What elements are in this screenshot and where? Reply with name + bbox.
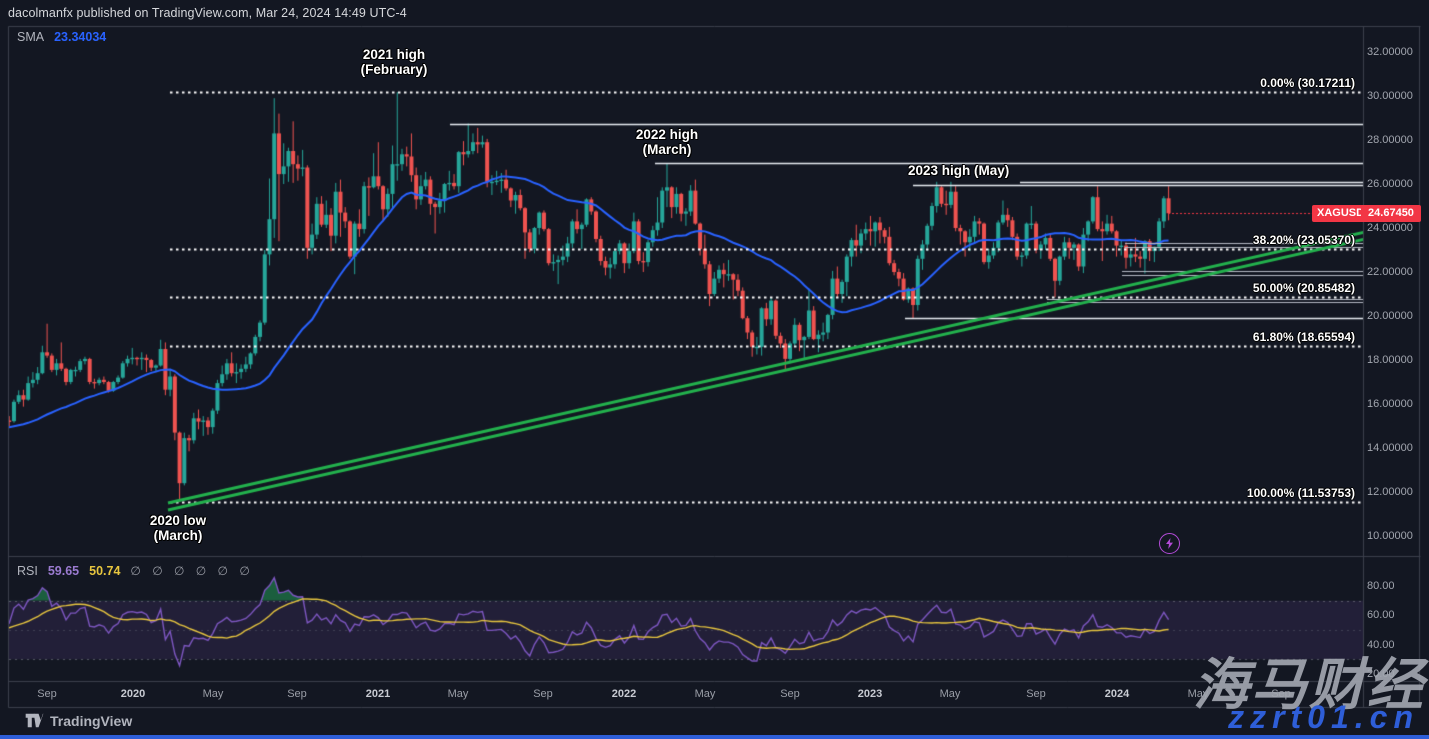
price-axis-label: 32.00000 — [1367, 46, 1413, 58]
rsi-legend[interactable]: RSI 59.65 50.74 ∅ ∅ ∅ ∅ ∅ ∅ — [17, 564, 254, 578]
watermark-cn-text: 海马财经 — [1193, 653, 1425, 716]
price-axis-label: 22.00000 — [1367, 266, 1413, 278]
rsi-axis-label: 20.00 — [1367, 668, 1395, 680]
price-axis-label: 16.00000 — [1367, 398, 1413, 410]
watermark-bottom-bar — [0, 735, 1429, 739]
time-axis-label: May — [939, 688, 961, 700]
time-axis-label: Sep — [533, 688, 553, 700]
sma-legend[interactable]: SMA 23.34034 — [17, 30, 106, 44]
time-axis-label: May — [694, 688, 716, 700]
time-axis-label: Sep — [287, 688, 307, 700]
price-axis-label: 24.00000 — [1367, 222, 1413, 234]
rsi-legend-label: RSI — [17, 564, 38, 578]
fib-label-50[interactable]: 50.00% (20.85482) — [1252, 281, 1355, 295]
rsi-axis-label: 40.00 — [1367, 638, 1395, 651]
price-axis-label: 12.00000 — [1367, 486, 1413, 498]
tradingview-logo-icon — [25, 713, 44, 728]
sma-legend-label: SMA — [17, 30, 45, 44]
time-axis-label: May — [202, 688, 224, 700]
time-axis-label: Sep — [780, 688, 800, 700]
time-axis-label: May — [1187, 688, 1209, 700]
publish-header: dacolmanfx published on TradingView.com,… — [8, 6, 407, 20]
time-axis-label: May — [447, 688, 469, 700]
time-axis-label: 2023 — [857, 688, 883, 700]
tradingview-brand-text: TradingView — [50, 712, 133, 729]
fib-label-38-2[interactable]: 38.20% (23.05370) — [1252, 233, 1355, 247]
rsi-ma-value: 50.74 — [89, 564, 121, 578]
time-axis-label: Sep — [1026, 688, 1046, 700]
rsi-axis-label: 80.00 — [1367, 580, 1395, 592]
time-axis-label: 2024 — [1104, 688, 1130, 700]
annotation-2023-high[interactable]: 2023 high (May) — [908, 163, 1010, 178]
time-axis-label: 2022 — [611, 688, 637, 700]
watermark-url-text: zzrt01.cn — [1228, 699, 1419, 735]
annotation-2021-high[interactable]: 2021 high (February) — [360, 47, 428, 77]
time-axis-label: 2020 — [120, 688, 146, 700]
tradingview-attribution[interactable]: TradingView — [25, 712, 132, 729]
time-axis-label: Sep — [37, 688, 57, 700]
annotation-2020-low[interactable]: 2020 low (March) — [149, 513, 207, 543]
price-axis-label: 30.00000 — [1367, 90, 1413, 102]
last-price-tag: 24.67450 — [1361, 205, 1421, 222]
rsi-axis-label: 60.00 — [1367, 609, 1395, 622]
time-axis-label: Sep — [1271, 688, 1291, 700]
annotation-2022-high[interactable]: 2022 high (March) — [635, 127, 699, 157]
sma-legend-value: 23.34034 — [54, 30, 107, 44]
price-axis-label: 20.00000 — [1367, 310, 1413, 322]
price-axis-label: 26.00000 — [1367, 178, 1413, 190]
price-axis-label: 18.00000 — [1367, 354, 1413, 366]
time-axis-label: 2021 — [365, 688, 391, 700]
price-axis-label: 10.00000 — [1367, 530, 1413, 542]
price-axis-label: 14.00000 — [1367, 442, 1413, 454]
price-axis-label: 28.00000 — [1367, 134, 1413, 146]
fib-label-0[interactable]: 0.00% (30.17211) — [1260, 76, 1355, 90]
lightning-icon[interactable] — [1159, 533, 1180, 554]
lightning-bolt-glyph — [1166, 538, 1173, 549]
fib-label-61-8[interactable]: 61.80% (18.65594) — [1252, 330, 1355, 344]
fib-label-100[interactable]: 100.00% (11.53753) — [1246, 486, 1355, 500]
rsi-empty-params: ∅ ∅ ∅ ∅ ∅ ∅ — [130, 564, 254, 578]
rsi-value: 59.65 — [47, 564, 80, 578]
ticker-tag: XAGUSD — [1312, 205, 1370, 222]
